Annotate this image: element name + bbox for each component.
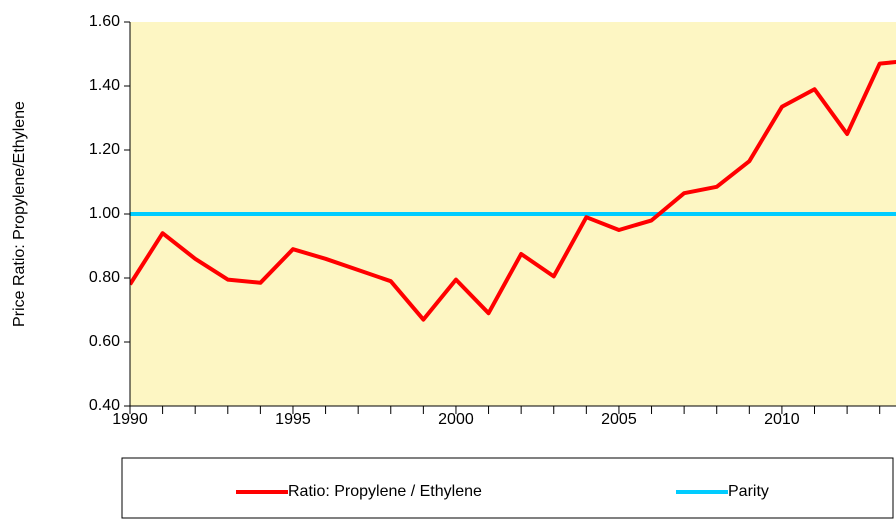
y-axis-label: Price Ratio: Propylene/Ethylene — [11, 101, 28, 327]
y-tick-label: 1.20 — [89, 141, 120, 158]
legend-label: Ratio: Propylene / Ethylene — [288, 483, 482, 500]
x-tick-label: 1995 — [275, 411, 311, 428]
legend-label: Parity — [728, 483, 769, 500]
y-tick-label: 1.40 — [89, 77, 120, 94]
series-line — [130, 59, 896, 322]
y-tick-label: 1.60 — [89, 13, 120, 30]
x-tick-label: 2010 — [764, 411, 800, 428]
y-tick-label: 0.60 — [89, 333, 120, 350]
x-tick-label: 2005 — [601, 411, 637, 428]
y-tick-label: 0.40 — [89, 397, 120, 414]
y-tick-label: 1.00 — [89, 205, 120, 222]
x-tick-label: 1990 — [112, 411, 148, 428]
x-tick-label: 2000 — [438, 411, 474, 428]
y-tick-label: 0.80 — [89, 269, 120, 286]
legend — [121, 457, 894, 519]
